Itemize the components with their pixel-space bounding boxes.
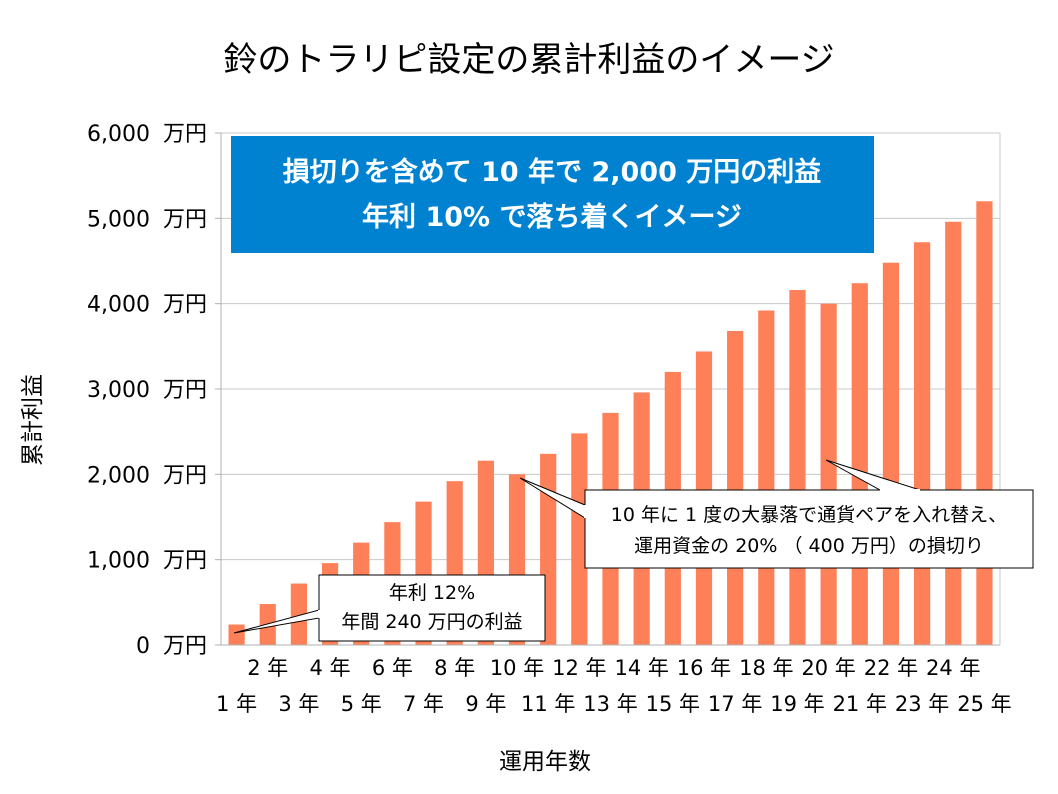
bar xyxy=(820,303,837,645)
x-tick-label: 7 年 xyxy=(403,692,444,716)
bar xyxy=(945,221,962,645)
x-tick-label: 6 年 xyxy=(372,656,413,680)
x-tick-label: 19 年 xyxy=(770,692,824,716)
bar xyxy=(789,290,806,645)
x-axis-ticks: 1 年 2 年 3 年 4 年 5 年 6 年 7 年 8 年 9 年 10 年 11 年 12 年 1… xyxy=(216,656,1012,716)
bar xyxy=(913,242,931,645)
y-tick-label: 3,000 xyxy=(87,378,150,403)
banner-background xyxy=(231,136,874,253)
bar xyxy=(976,201,993,645)
x-tick-label: 18 年 xyxy=(739,656,793,680)
bar xyxy=(851,283,868,645)
y-tick-unit: 万円 xyxy=(163,463,207,488)
x-tick-label: 2 年 xyxy=(247,656,288,680)
x-tick-label: 12 年 xyxy=(552,656,606,680)
x-tick-label: 15 年 xyxy=(646,692,700,716)
x-tick-label: 13 年 xyxy=(583,692,637,716)
banner-line-2: 年利 10% で落ち着くイメージ xyxy=(362,201,742,233)
y-tick-unit: 万円 xyxy=(163,122,207,147)
y-tick-unit: 万円 xyxy=(163,378,207,403)
annotation-stop-loss: 10 年に 1 度の大暴落で通貨ペアを入れ替え、 運用資金の 20% （ 400… xyxy=(519,459,1034,569)
y-tick-label: 5,000 xyxy=(87,207,150,232)
y-axis-ticks: 0 万円 1,000 万円 2,000 万円 3,000 万円 4,000 万円 5,000 万円 6,… xyxy=(87,122,221,659)
callout-line-2: 年間 240 万円の利益 xyxy=(341,611,522,633)
bar xyxy=(290,583,308,645)
x-tick-label: 11 年 xyxy=(521,692,575,716)
bar xyxy=(571,433,588,645)
bar xyxy=(758,310,775,645)
y-axis-title: 累計利益 xyxy=(20,374,46,466)
y-tick-label: 6,000 xyxy=(87,122,150,147)
y-tick-label: 1,000 xyxy=(87,549,150,574)
bar xyxy=(727,330,744,645)
y-tick-unit: 万円 xyxy=(163,293,207,318)
x-tick-label: 24 年 xyxy=(926,656,980,680)
y-tick-label: 2,000 xyxy=(87,463,150,488)
x-tick-label: 3 年 xyxy=(278,692,319,716)
x-tick-label: 16 年 xyxy=(677,656,731,680)
banner-line-1: 損切りを含めて 10 年で 2,000 万円の利益 xyxy=(283,156,822,188)
x-tick-label: 21 年 xyxy=(833,692,887,716)
x-tick-label: 22 年 xyxy=(864,656,918,680)
x-tick-label: 5 年 xyxy=(341,692,382,716)
x-tick-label: 25 年 xyxy=(957,692,1011,716)
callout-line-1: 年利 12% xyxy=(389,582,475,604)
y-tick-label: 4,000 xyxy=(87,293,150,318)
bar xyxy=(228,624,245,645)
y-tick-label: 0 xyxy=(136,634,150,659)
callout-line-1: 10 年に 1 度の大暴落で通貨ペアを入れ替え、 xyxy=(611,504,1007,526)
x-tick-label: 9 年 xyxy=(465,692,506,716)
x-tick-label: 20 年 xyxy=(801,656,855,680)
x-axis-title: 運用年数 xyxy=(499,749,591,775)
x-tick-label: 10 年 xyxy=(490,656,544,680)
annotation-yearly-profit: 年利 12% 年間 240 万円の利益 xyxy=(233,574,546,642)
callout-box xyxy=(584,489,1034,569)
y-tick-unit: 万円 xyxy=(163,634,207,659)
x-tick-label: 1 年 xyxy=(216,692,257,716)
bar xyxy=(882,262,900,645)
y-tick-unit: 万円 xyxy=(163,207,207,232)
y-tick-unit: 万円 xyxy=(163,549,207,574)
x-tick-label: 14 年 xyxy=(614,656,668,680)
callout-pointer-right xyxy=(825,459,921,491)
callout-box xyxy=(318,574,546,642)
chart-title: 鈴のトラリピ設定の累計利益のイメージ xyxy=(223,40,834,80)
x-tick-label: 8 年 xyxy=(434,656,475,680)
x-tick-label: 17 年 xyxy=(708,692,762,716)
banner: 損切りを含めて 10 年で 2,000 万円の利益 年利 10% で落ち着くイメ… xyxy=(231,136,874,253)
x-tick-label: 23 年 xyxy=(895,692,949,716)
callout-line-2: 運用資金の 20% （ 400 万円）の損切り xyxy=(634,535,984,557)
x-tick-label: 4 年 xyxy=(310,656,351,680)
